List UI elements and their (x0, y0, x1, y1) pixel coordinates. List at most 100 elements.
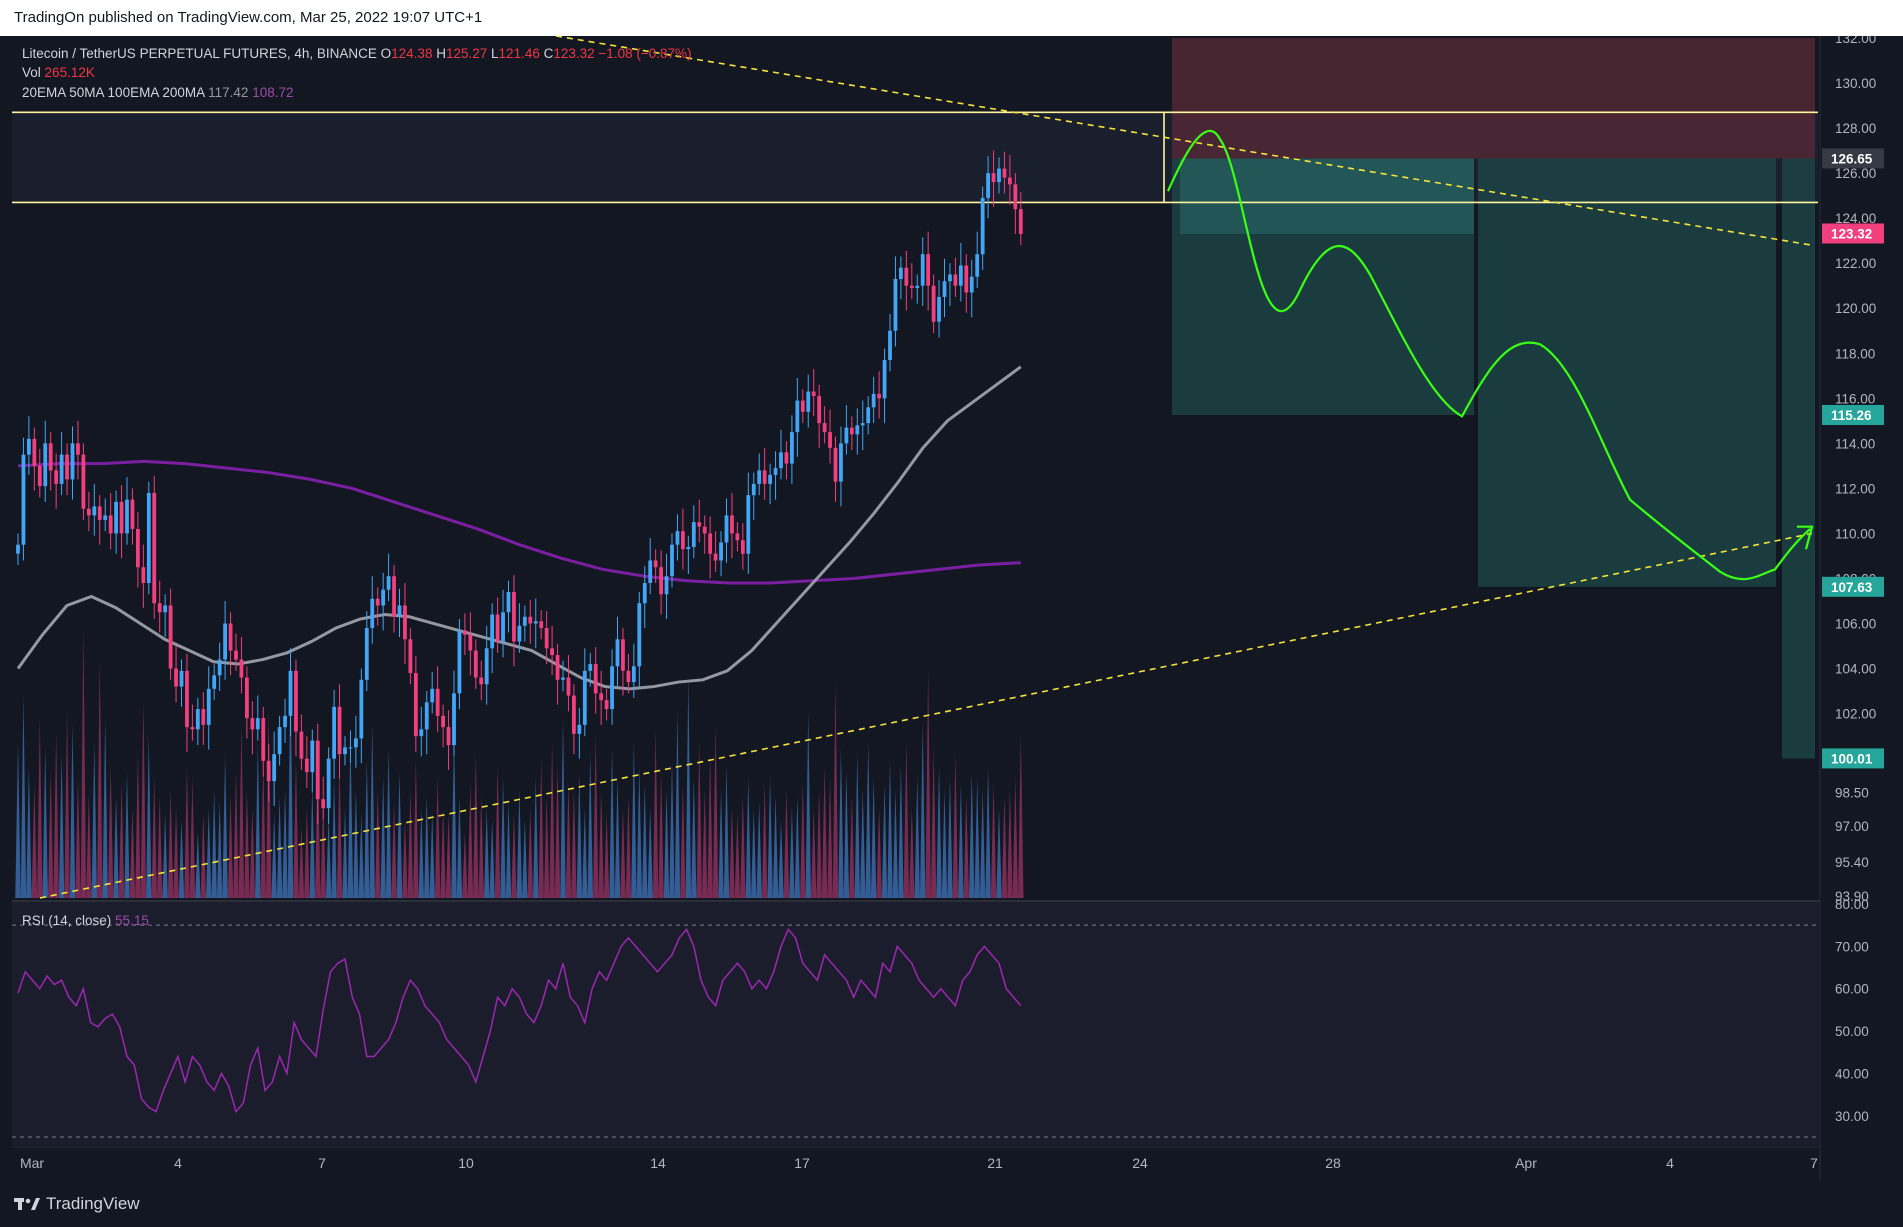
candle (463, 613, 467, 656)
candle (517, 603, 522, 653)
volume-bar (658, 772, 664, 898)
candle-body (299, 731, 304, 759)
candle-body (43, 443, 48, 487)
candle (272, 731, 277, 806)
candle-body (849, 427, 854, 435)
candle (762, 447, 767, 500)
candle-body (419, 729, 424, 737)
candle-body (27, 438, 31, 455)
candle (599, 670, 604, 725)
candle-body (659, 567, 663, 595)
tradingview-brand[interactable]: TradingView (14, 1192, 140, 1216)
volume-bar (647, 808, 653, 898)
volume-bar (440, 808, 446, 898)
volume-bar (533, 778, 539, 898)
candle (528, 599, 533, 644)
candle (817, 384, 822, 448)
price-chart[interactable]: 132.00 130.00 128.00 126.00 124.00 122.00 120.… (0, 36, 1903, 1188)
candle-body (283, 715, 287, 728)
candle (21, 437, 26, 561)
candle-body (255, 718, 260, 730)
volume-bar (587, 754, 593, 898)
candle (539, 610, 544, 640)
candle-body (190, 727, 195, 730)
candle-body (621, 639, 625, 671)
volume-bar (353, 790, 359, 898)
candle-body (926, 254, 931, 286)
ma-label: 20EMA 50MA 100EMA 200MA (22, 85, 205, 100)
volume-bar (881, 784, 888, 898)
volume-bar (663, 790, 670, 898)
time-tick-label: 17 (794, 1155, 810, 1171)
candle (724, 498, 729, 563)
candle-body (321, 799, 326, 809)
candle-body (773, 468, 778, 475)
volume-bar (625, 796, 632, 898)
candle-body (920, 254, 925, 286)
price-badge-label: 100.01 (1831, 751, 1873, 766)
candle (125, 477, 129, 545)
candle-body (337, 706, 342, 755)
candle-body (228, 623, 233, 651)
volume-bar (276, 796, 283, 898)
volume-bar (598, 790, 604, 898)
candle (59, 432, 64, 496)
candle (877, 371, 881, 419)
volume-bar (696, 742, 702, 898)
ohlc-c-label: C (543, 46, 554, 61)
ohlc-l-label: L (491, 46, 499, 61)
volume-bar (146, 736, 152, 898)
volume-bar (336, 766, 343, 898)
candle (250, 701, 255, 755)
candle-body (877, 393, 881, 399)
candle-body (86, 508, 91, 516)
candle (659, 550, 663, 615)
candle-body (539, 621, 544, 629)
volume-bar (304, 808, 310, 898)
ohlc-low: 121.46 (498, 46, 540, 61)
candle-body (866, 407, 871, 424)
volume-bar (516, 790, 523, 898)
volume-bar (53, 733, 59, 898)
candle-body (964, 265, 969, 293)
volume-bar (347, 736, 354, 898)
volume-bar (391, 802, 397, 898)
candle-body (577, 724, 582, 734)
candle (452, 670, 456, 757)
candle (299, 714, 304, 770)
candle (1002, 151, 1007, 194)
price-badge: 115.26 (1822, 404, 1884, 425)
ma-legend: 20EMA 50MA 100EMA 200MA 117.42 108.72 (22, 85, 294, 100)
candle-body (179, 670, 184, 687)
volume-bar (963, 796, 970, 898)
volume-bar (271, 814, 277, 898)
candle (108, 492, 113, 550)
candle (245, 666, 249, 739)
volume-bar (293, 760, 299, 898)
rsi-tick-label: 50.00 (1835, 1024, 1869, 1039)
rsi-value: 55.15 (115, 913, 149, 928)
volume-label: Vol (22, 65, 41, 80)
candle-body (588, 664, 593, 671)
rsi-tick-label: 40.00 (1835, 1066, 1869, 1081)
candle-body (517, 625, 522, 642)
candle (730, 492, 734, 559)
candle-body (108, 515, 113, 534)
volume-bar (325, 814, 332, 898)
price-tick-label: 128.00 (1835, 121, 1876, 136)
volume-bar (778, 820, 784, 898)
candle (1018, 192, 1023, 246)
candle-body (833, 447, 838, 482)
candle (321, 776, 326, 820)
candle (822, 406, 827, 444)
volume-bar (734, 814, 741, 898)
candle (457, 619, 462, 710)
candle (54, 453, 59, 509)
candle (686, 535, 691, 574)
volume-bar (909, 808, 915, 898)
candle (621, 628, 625, 696)
candle (593, 647, 598, 714)
volume-bar (216, 802, 223, 898)
ohlc-high: 125.27 (445, 46, 488, 61)
candle (653, 549, 658, 583)
